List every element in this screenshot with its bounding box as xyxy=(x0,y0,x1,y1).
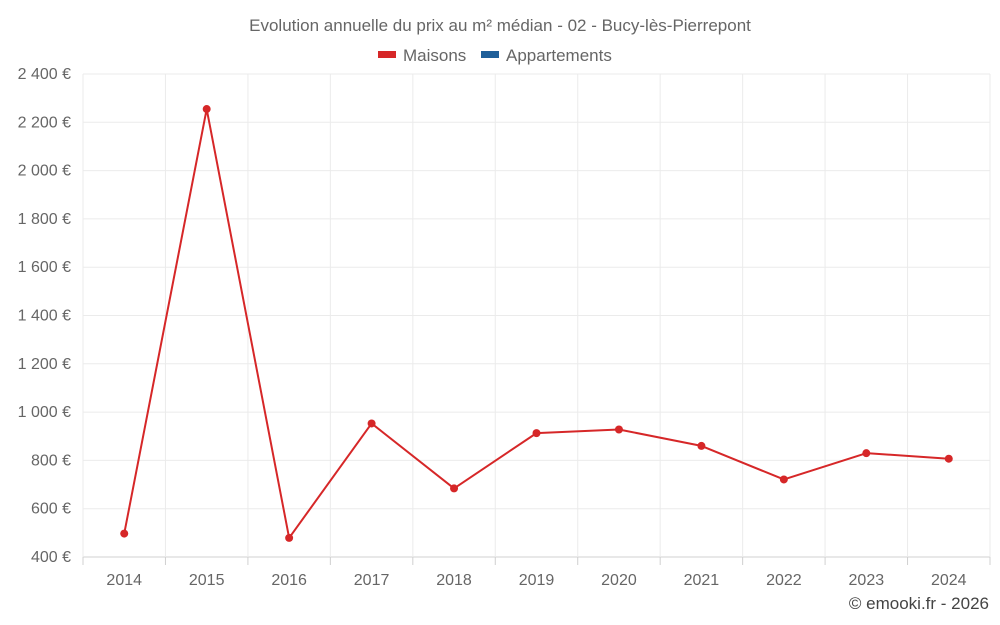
data-point-maisons[interactable] xyxy=(202,105,211,114)
data-point-maisons[interactable] xyxy=(697,441,706,450)
y-tick-label: 2 000 € xyxy=(18,163,71,180)
y-tick-label: 1 200 € xyxy=(18,356,71,373)
series xyxy=(120,105,953,542)
data-point-maisons[interactable] xyxy=(944,454,953,463)
y-tick-label: 600 € xyxy=(31,501,71,518)
credit: © emooki.fr - 2026 xyxy=(849,594,989,613)
y-tick-label: 1 400 € xyxy=(18,308,71,325)
data-point-maisons[interactable] xyxy=(862,449,871,458)
x-tick-label: 2014 xyxy=(106,572,142,589)
legend-swatch-maisons xyxy=(378,51,396,58)
chart-title: Evolution annuelle du prix au m² médian … xyxy=(249,16,751,35)
x-tick-label: 2023 xyxy=(849,572,885,589)
y-tick-label: 2 400 € xyxy=(18,66,71,83)
y-tick-label: 1 000 € xyxy=(18,404,71,421)
legend-item-maisons[interactable]: Maisons xyxy=(378,46,466,65)
y-tick-label: 1 800 € xyxy=(18,211,71,228)
axes: 400 € 600 € 800 € 1 000 € 1 200 € 1 400 € 1 60… xyxy=(18,66,991,589)
x-tick-label: 2020 xyxy=(601,572,637,589)
data-point-maisons[interactable] xyxy=(450,484,459,493)
grid xyxy=(82,73,991,558)
legend-label-appartements: Appartements xyxy=(506,46,612,65)
legend: Maisons Appartements xyxy=(378,46,612,65)
legend-swatch-appartements xyxy=(481,51,499,58)
data-point-maisons[interactable] xyxy=(779,475,788,484)
x-tick-label: 2024 xyxy=(931,572,967,589)
y-tick-label: 2 200 € xyxy=(18,114,71,131)
data-point-maisons[interactable] xyxy=(614,425,623,434)
x-tick-label: 2021 xyxy=(684,572,720,589)
x-tick-label: 2022 xyxy=(766,572,802,589)
y-tick-label: 800 € xyxy=(31,452,71,469)
data-point-maisons[interactable] xyxy=(532,429,541,438)
x-tick-label: 2016 xyxy=(271,572,307,589)
data-point-maisons[interactable] xyxy=(367,419,376,428)
x-tick-label: 2018 xyxy=(436,572,472,589)
x-tick-label: 2015 xyxy=(189,572,225,589)
y-tick-label: 1 600 € xyxy=(18,259,71,276)
x-tick-label: 2017 xyxy=(354,572,390,589)
data-point-maisons[interactable] xyxy=(120,529,129,538)
legend-item-appartements[interactable]: Appartements xyxy=(481,46,612,65)
y-tick-label: 400 € xyxy=(31,549,71,566)
x-tick-label: 2019 xyxy=(519,572,555,589)
data-point-maisons[interactable] xyxy=(285,533,294,542)
legend-label-maisons: Maisons xyxy=(403,46,466,65)
